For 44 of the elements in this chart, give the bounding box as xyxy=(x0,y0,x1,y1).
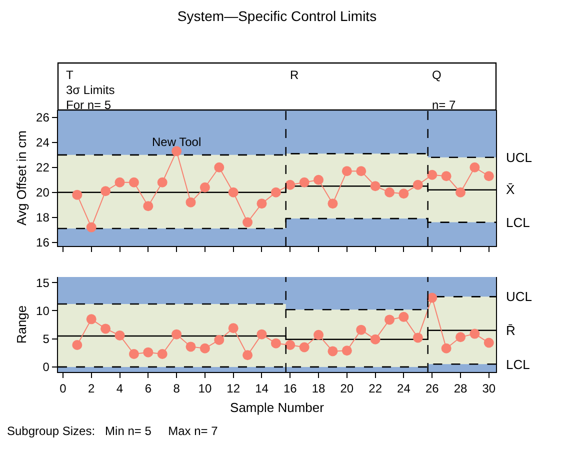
y-tick-label: 20 xyxy=(36,186,50,200)
y-tick-label: 26 xyxy=(36,110,50,125)
x-tick-label: 16 xyxy=(283,382,298,396)
series-label: UCL xyxy=(506,289,532,304)
x-tick-label: 10 xyxy=(198,382,212,396)
y-tick-label: 22 xyxy=(36,160,50,175)
text: Subgroup Sizes: Min n= 5 Max n= 7 xyxy=(7,424,218,438)
series-label: LCL xyxy=(506,215,530,230)
x-tick-label: 22 xyxy=(368,382,382,396)
y-tick-label: 5 xyxy=(42,332,50,346)
y-tick-label: 18 xyxy=(36,210,50,224)
y-tick-label: 24 xyxy=(36,136,50,150)
ref-line-label: Q xyxy=(432,68,442,82)
x-tick-label: 2 xyxy=(88,382,96,396)
text: 3σ Limits xyxy=(66,83,115,97)
x-tick-label: 14 xyxy=(255,382,269,396)
x-tick-label: 0 xyxy=(60,382,67,396)
y-tick-label: 0 xyxy=(42,360,50,374)
series-label: R̄ xyxy=(506,323,516,338)
y-tick-label: 15 xyxy=(36,276,50,290)
y-axis-title: Range xyxy=(14,305,30,344)
x-tick-label: 18 xyxy=(312,382,326,396)
y-axis-title: Avg Offset in cm xyxy=(14,130,30,226)
x-tick-label: 20 xyxy=(340,382,354,396)
annotation: New Tool xyxy=(152,135,202,149)
x-tick-label: 4 xyxy=(116,382,124,396)
x-tick-label: 26 xyxy=(425,382,440,396)
x-axis-title: Sample Number xyxy=(230,400,325,416)
series-label: LCL xyxy=(506,357,530,372)
x-tick-label: 28 xyxy=(454,382,468,396)
x-tick-label: 24 xyxy=(397,382,411,396)
y-tick-label: 16 xyxy=(36,235,50,250)
x-tick-label: 6 xyxy=(144,382,152,396)
series-label: UCL xyxy=(506,150,532,165)
x-tick-label: 8 xyxy=(173,382,180,396)
y-tick-label: 10 xyxy=(36,304,50,318)
chart-title: System—Specific Control Limits xyxy=(177,8,377,24)
series-label: X̄ xyxy=(506,182,515,197)
annotation: n= 7 xyxy=(432,98,456,112)
x-tick-label: 12 xyxy=(226,382,240,396)
ref-line-label: R xyxy=(290,68,299,82)
x-tick-label: 30 xyxy=(482,382,496,396)
annotation: For n= 5 xyxy=(66,98,112,112)
text: T xyxy=(66,68,74,82)
